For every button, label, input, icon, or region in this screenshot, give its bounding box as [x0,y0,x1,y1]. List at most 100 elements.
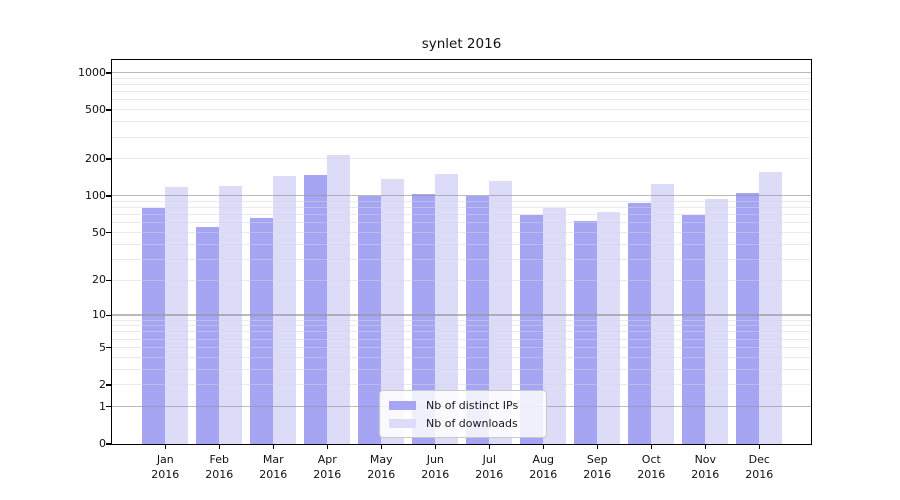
x-tick-label: Mar 2016 [259,453,288,481]
bar-distinct-ips [303,175,327,444]
legend-swatch-distinct-ips [389,400,416,410]
gridline-minor [111,158,811,160]
bar-distinct-ips [627,203,651,444]
bar-downloads [489,181,513,444]
gridline-minor [111,331,811,333]
y-tick-label: 50 [92,225,106,239]
y-tick-label: 1000 [78,65,106,79]
x-tick-mark [596,444,598,449]
bar-downloads [435,174,459,444]
y-tick-label: 5 [99,340,106,354]
x-tick-label: Oct 2016 [637,453,666,481]
x-tick-mark [434,444,436,449]
gridline-minor [111,200,811,202]
gridline-minor [111,338,811,340]
bar-downloads [597,212,621,444]
gridline-minor [111,368,811,370]
plot-area [110,58,812,445]
x-tick-mark [218,444,220,449]
gridline-minor [111,258,811,260]
y-tick-label: 1 [99,399,106,413]
gridline-minor [111,384,811,386]
y-tick-mark [106,232,112,234]
y-tick-mark [106,158,112,160]
gridline-minor [111,207,811,209]
x-tick-mark [272,444,274,449]
gridline-minor [111,346,811,348]
gridline-minor [111,231,811,233]
x-tick-mark [542,444,544,449]
y-tick-mark [106,384,112,386]
bar-distinct-ips [411,193,435,444]
y-tick-label: 10 [92,308,106,322]
gridline-minor [111,77,811,79]
y-tick-mark [106,72,112,74]
gridline-major [111,314,811,316]
y-tick-label: 20 [92,273,106,287]
gridline-minor [111,214,811,216]
x-tick-label: Jul 2016 [475,453,504,481]
x-tick-label: Nov 2016 [691,453,720,481]
bar-downloads [651,184,675,444]
gridline-minor [111,91,811,93]
chart-title: synlet 2016 [421,36,502,52]
gridline-major [111,72,811,74]
gridline-minor [111,121,811,123]
bar-downloads [327,155,351,444]
gridline-minor [111,279,811,281]
y-tick-mark [106,195,112,197]
bar-distinct-ips [249,217,273,444]
x-tick-label: Apr 2016 [313,453,342,481]
bar-distinct-ips [519,214,543,444]
bar-distinct-ips [195,227,219,444]
x-tick-label: May 2016 [367,453,396,481]
y-tick-mark [106,279,112,282]
gridline-minor [111,99,811,101]
grid-layer [111,60,811,444]
y-tick-mark [106,314,112,316]
legend-item-distinct-ips: Nb of distinct IPs [389,399,537,412]
x-tick-label: Sep 2016 [583,453,612,481]
gridline-minor [111,84,811,86]
bar-downloads [381,178,405,444]
x-tick-label: Dec 2016 [745,453,774,481]
bar-distinct-ips [735,192,759,444]
y-tick-mark [106,109,112,111]
x-tick-mark [650,444,652,449]
y-tick-label: 0 [99,437,106,450]
gridline-minor [111,356,811,358]
gridline-minor [111,109,811,111]
bar-distinct-ips [681,215,705,444]
y-tick-mark [106,443,112,445]
y-tick-label: 200 [85,152,106,166]
x-tick-label: Jun 2016 [421,453,450,481]
legend-label-downloads: Nb of downloads [426,416,518,430]
gridline-minor [111,325,811,327]
gridline-minor [111,222,811,224]
gridline-minor [111,243,811,245]
legend-swatch-downloads [389,418,416,428]
x-tick-label: Jan 2016 [151,453,180,481]
x-tick-mark [488,444,490,449]
legend: Nb of distinct IPs Nb of downloads [379,390,547,438]
bar-downloads [273,175,297,444]
y-tick-mark [106,347,112,349]
legend-item-downloads: Nb of downloads [389,417,537,430]
gridline-minor [111,319,811,321]
y-tick-label: 100 [85,189,106,203]
y-tick-mark [106,406,112,408]
x-tick-label: Aug 2016 [529,453,558,481]
gridline-major [111,195,811,197]
x-tick-mark [164,444,166,449]
legend-label-distinct-ips: Nb of distinct IPs [426,398,519,412]
x-tick-mark [326,444,328,449]
x-tick-mark [758,444,760,449]
gridline-minor [111,136,811,138]
bar-downloads [165,187,189,444]
x-tick-label: Feb 2016 [205,453,234,481]
y-tick-label: 2 [99,377,106,391]
bar-downloads [705,198,729,444]
x-tick-mark [704,444,706,449]
y-tick-label: 500 [85,103,106,117]
